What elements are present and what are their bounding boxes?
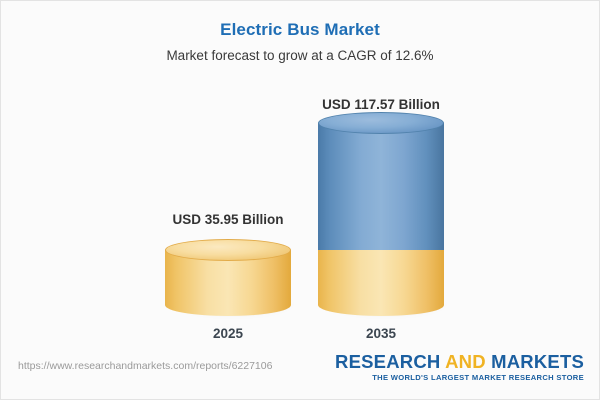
- logo-tagline: THE WORLD'S LARGEST MARKET RESEARCH STOR…: [372, 373, 584, 382]
- bar-segment-growth-2035: [318, 112, 444, 250]
- chart-header: Electric Bus Market Market forecast to g…: [1, 19, 599, 65]
- bar-group-2025: USD 35.95 Billion 2025: [143, 81, 313, 343]
- bar-segment-base-2025: [165, 239, 291, 316]
- cylinder-body-base-2035: [318, 250, 444, 305]
- bar-value-label-2025: USD 35.95 Billion: [172, 212, 284, 227]
- bar-value-label-2035: USD 117.57 Billion: [322, 97, 440, 112]
- chart-footer: https://www.researchandmarkets.com/repor…: [1, 343, 599, 399]
- chart-title: Electric Bus Market: [220, 20, 380, 39]
- cylinder-top-ellipse-2025: [165, 239, 291, 261]
- bar-group-2035: USD 117.57 Billion 2035: [296, 81, 466, 343]
- bar-cylinder-2025[interactable]: [165, 239, 291, 316]
- logo-wordmark: RESEARCH AND MARKETS: [335, 351, 584, 372]
- chart-subtitle: Market forecast to grow at a CAGR of 12.…: [166, 48, 434, 63]
- source-url[interactable]: https://www.researchandmarkets.com/repor…: [18, 360, 273, 372]
- bar-segment-base-2035: [318, 250, 444, 316]
- category-label-2035: 2035: [365, 326, 397, 341]
- bar-cylinder-2035[interactable]: [318, 112, 444, 316]
- logo-text-markets: MARKETS: [485, 351, 584, 372]
- research-and-markets-logo[interactable]: RESEARCH AND MARKETS THE WORLD'S LARGEST…: [335, 351, 584, 382]
- logo-text-research: RESEARCH: [335, 351, 446, 372]
- cylinder-body-growth-2035: [318, 123, 444, 250]
- category-label-2025: 2025: [212, 326, 244, 341]
- logo-text-and: AND: [445, 351, 486, 372]
- chart-plot-area: USD 35.95 Billion 2025 USD 117.57 Billio…: [1, 81, 599, 343]
- cylinder-top-ellipse-2035: [318, 112, 444, 134]
